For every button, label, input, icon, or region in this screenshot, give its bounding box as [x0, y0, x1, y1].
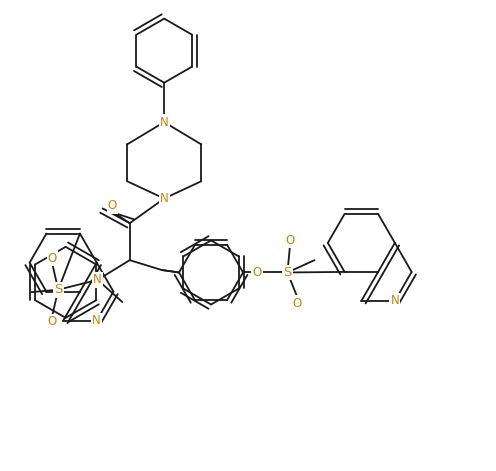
- Text: O: O: [285, 234, 295, 247]
- Text: O: O: [48, 252, 57, 265]
- Text: O: O: [48, 315, 57, 328]
- Text: O: O: [293, 297, 302, 309]
- Text: N: N: [160, 116, 169, 129]
- Text: O: O: [108, 199, 117, 212]
- Text: N: N: [390, 294, 399, 308]
- Text: S: S: [283, 266, 292, 279]
- Text: O: O: [252, 266, 261, 279]
- Text: S: S: [54, 283, 62, 296]
- Text: N: N: [92, 314, 101, 327]
- Text: N: N: [93, 273, 102, 286]
- Text: N: N: [160, 192, 169, 205]
